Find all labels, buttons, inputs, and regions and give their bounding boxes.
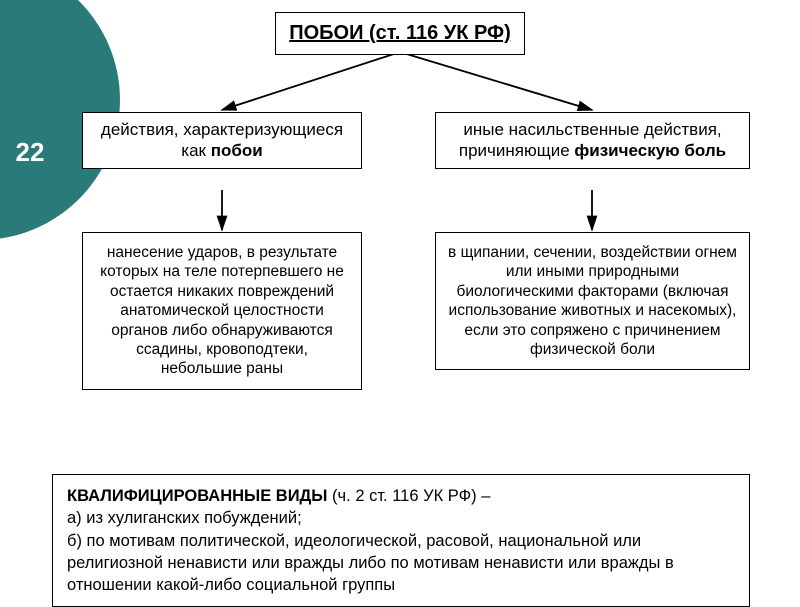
diagram-title: ПОБОИ (ст. 116 УК РФ) [275, 12, 525, 55]
qualified-item-a: а) из хулиганских побуждений; [67, 509, 302, 527]
qualified-item-b: б) по мотивам политической, идеологическ… [67, 532, 674, 595]
qualified-title-suffix: (ч. 2 ст. 116 УК РФ) – [327, 487, 490, 505]
qualified-title: КВАЛИФИЦИРОВАННЫЕ ВИДЫ [67, 487, 327, 505]
left-header-bold: побои [211, 141, 263, 160]
left-branch-detail: нанесение ударов, в результате которых н… [82, 232, 362, 390]
right-header-bold: физическую боль [574, 141, 726, 160]
left-branch-header: действия, характеризующиеся как побои [82, 112, 362, 169]
right-branch-detail: в щипании, сечении, воздействии огнем ил… [435, 232, 750, 370]
slide-number-badge: 22 [8, 134, 52, 170]
qualified-types-box: КВАЛИФИЦИРОВАННЫЕ ВИДЫ (ч. 2 ст. 116 УК … [52, 474, 750, 607]
right-branch-header: иные насильственные действия, причиняющи… [435, 112, 750, 169]
